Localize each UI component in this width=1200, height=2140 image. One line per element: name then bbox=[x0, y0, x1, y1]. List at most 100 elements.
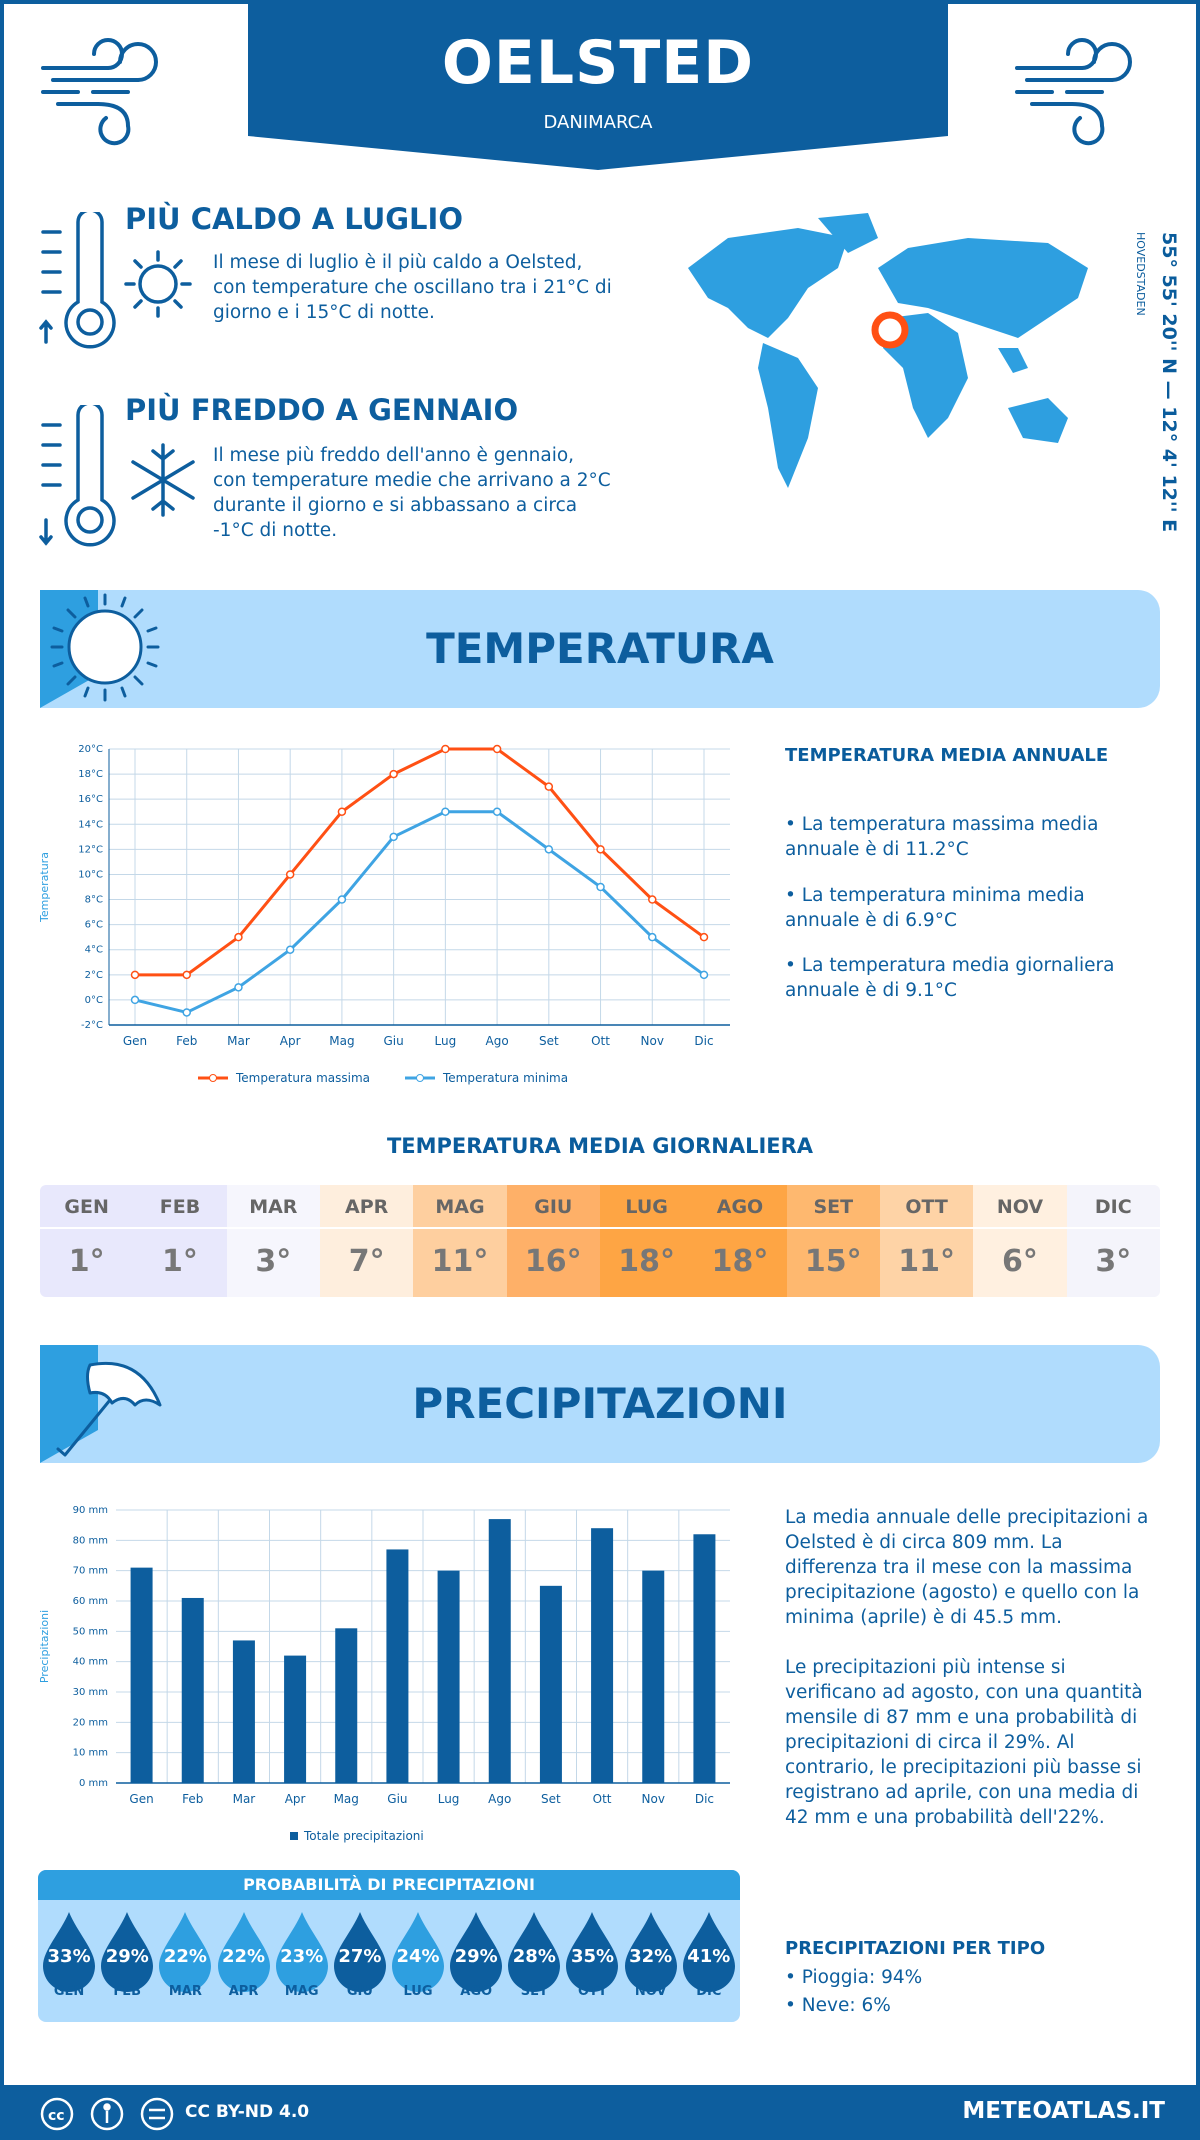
x-tick-label: Lug bbox=[438, 1792, 460, 1806]
legend-marker bbox=[209, 1074, 217, 1082]
probability-drop: 23% MAG bbox=[274, 1900, 330, 1999]
precip-bar bbox=[232, 1640, 255, 1783]
data-point bbox=[234, 932, 243, 942]
daily-temp-cell: MAG 11° bbox=[413, 1185, 507, 1297]
x-tick-label: Gen bbox=[129, 1792, 153, 1806]
y-tick-label: 6°C bbox=[85, 920, 103, 931]
month-label: OTT bbox=[577, 1984, 608, 1999]
precip-bar bbox=[591, 1528, 614, 1783]
x-tick-label: Gen bbox=[123, 1034, 147, 1048]
daily-temp-cell: LUG 18° bbox=[599, 1185, 694, 1297]
umbrella-icon bbox=[56, 1361, 162, 1457]
x-tick-label: Apr bbox=[280, 1034, 301, 1048]
data-point bbox=[337, 807, 347, 816]
probability-value: 32% bbox=[629, 1946, 673, 1967]
month-label: NOV bbox=[634, 1984, 667, 1999]
temperature-chart: -2°C 0°C 2°C 4°C 6°C 8°C 10°C 12°C 14°C 16°C 18°C 2… bbox=[38, 744, 730, 1085]
data-point bbox=[130, 970, 140, 980]
raindrop-icon bbox=[43, 1912, 96, 1992]
x-tick-label: Feb bbox=[182, 1792, 203, 1806]
precipitation-probability: PROBABILITÀ DI PRECIPITAZIONI 33% GEN 29% F… bbox=[38, 1870, 740, 2022]
precip-bar bbox=[437, 1570, 460, 1783]
daily-temp-cell: GEN 1° bbox=[40, 1185, 134, 1297]
y-tick-label: 2°C bbox=[85, 970, 103, 981]
month-label: APR bbox=[228, 1984, 259, 1999]
svg-text:cc: cc bbox=[48, 2108, 65, 2124]
probability-drop: 35% OTT bbox=[564, 1900, 620, 1999]
data-point bbox=[337, 895, 347, 904]
raindrop-icon bbox=[217, 1912, 270, 1992]
world-map bbox=[688, 213, 1088, 488]
probability-title: PROBABILITÀ DI PRECIPITAZIONI bbox=[38, 1870, 740, 1900]
y-tick-label: 14°C bbox=[78, 819, 103, 830]
month-label: GIU bbox=[346, 1984, 373, 1999]
data-point bbox=[544, 782, 554, 791]
raindrop-icon bbox=[566, 1912, 619, 1992]
x-tick-label: Ott bbox=[593, 1792, 612, 1806]
daily-temp-cell: DIC 3° bbox=[1066, 1185, 1160, 1297]
probability-drop: 27% GIU bbox=[332, 1900, 388, 1999]
data-point bbox=[699, 970, 709, 980]
precip-bar bbox=[539, 1585, 562, 1783]
probability-value: 22% bbox=[163, 1946, 207, 1967]
data-point bbox=[492, 807, 502, 816]
y-tick-label: 10 mm bbox=[73, 1748, 108, 1759]
month-label: LUG bbox=[403, 1984, 433, 1999]
temp-value: 1° bbox=[162, 1244, 198, 1279]
month-label: OTT bbox=[879, 1185, 974, 1229]
legend-label: Temperatura minima bbox=[442, 1071, 568, 1085]
month-label: GEN bbox=[40, 1185, 134, 1229]
month-label: AGO bbox=[693, 1185, 787, 1229]
data-point bbox=[441, 744, 450, 754]
temp-value: 11° bbox=[898, 1244, 955, 1279]
x-tick-label: Giu bbox=[387, 1792, 407, 1806]
temp-value: 3° bbox=[1095, 1244, 1132, 1279]
x-tick-label: Dic bbox=[694, 1034, 713, 1048]
y-axis-label: Precipitazioni bbox=[38, 1610, 51, 1683]
data-point bbox=[389, 769, 398, 779]
data-point bbox=[648, 895, 657, 904]
probability-value: 28% bbox=[512, 1946, 556, 1967]
raindrop-icon bbox=[392, 1912, 445, 1992]
license-icons: cc bbox=[40, 2097, 174, 2131]
y-tick-label: 8°C bbox=[85, 895, 103, 906]
site-link[interactable]: METEOATLAS.IT bbox=[962, 2098, 1165, 2124]
y-tick-label: 80 mm bbox=[73, 1535, 108, 1546]
raindrop-icon bbox=[682, 1912, 735, 1992]
raindrop-icon bbox=[333, 1912, 386, 1992]
data-point bbox=[389, 832, 398, 842]
data-point bbox=[182, 970, 191, 980]
coordinates: 55° 55' 20'' N — 12° 4' 12'' E bbox=[1158, 232, 1180, 533]
x-tick-label: Mag bbox=[334, 1792, 359, 1806]
y-tick-label: 30 mm bbox=[73, 1687, 108, 1698]
license-text: CC BY-ND 4.0 bbox=[185, 2102, 310, 2122]
y-tick-label: 70 mm bbox=[73, 1566, 108, 1577]
precip-type-rain: • Pioggia: 94% bbox=[785, 1967, 923, 1988]
x-tick-label: Mag bbox=[329, 1034, 354, 1048]
x-tick-label: Nov bbox=[641, 1034, 664, 1048]
region-label: HOVEDSTADEN bbox=[1134, 232, 1147, 316]
daily-temp-table: GEN 1° FEB 1° MAR 3° APR 7° MAG 11° GIU 16° LUG 18° AG… bbox=[40, 1185, 1160, 1297]
daily-temp-cell: APR 7° bbox=[319, 1185, 414, 1297]
x-tick-label: Set bbox=[541, 1792, 561, 1806]
data-point bbox=[699, 932, 709, 942]
y-tick-label: 90 mm bbox=[73, 1505, 108, 1516]
temp-value: 16° bbox=[524, 1244, 582, 1279]
x-tick-label: Ott bbox=[591, 1034, 610, 1048]
raindrop-icon bbox=[101, 1912, 154, 1992]
month-label: FEB bbox=[133, 1185, 227, 1229]
daily-temp-cell: SET 15° bbox=[786, 1185, 880, 1297]
data-point bbox=[492, 744, 502, 754]
probability-drop: 22% MAR bbox=[157, 1900, 213, 1999]
data-point bbox=[544, 845, 554, 854]
x-tick-label: Feb bbox=[176, 1034, 197, 1048]
month-label: MAR bbox=[168, 1984, 202, 1999]
temp-value: 15° bbox=[804, 1244, 862, 1279]
month-label: NOV bbox=[973, 1185, 1067, 1229]
hot-text: Il mese di luglio è il più caldo a Oelst… bbox=[213, 252, 612, 323]
probability-value: 27% bbox=[338, 1946, 382, 1967]
temp-summary-item: • La temperatura media giornaliera annua… bbox=[785, 955, 1115, 1001]
probability-drop: 28% SET bbox=[506, 1900, 562, 1999]
precip-bar bbox=[130, 1567, 153, 1783]
x-tick-label: Apr bbox=[285, 1792, 306, 1806]
